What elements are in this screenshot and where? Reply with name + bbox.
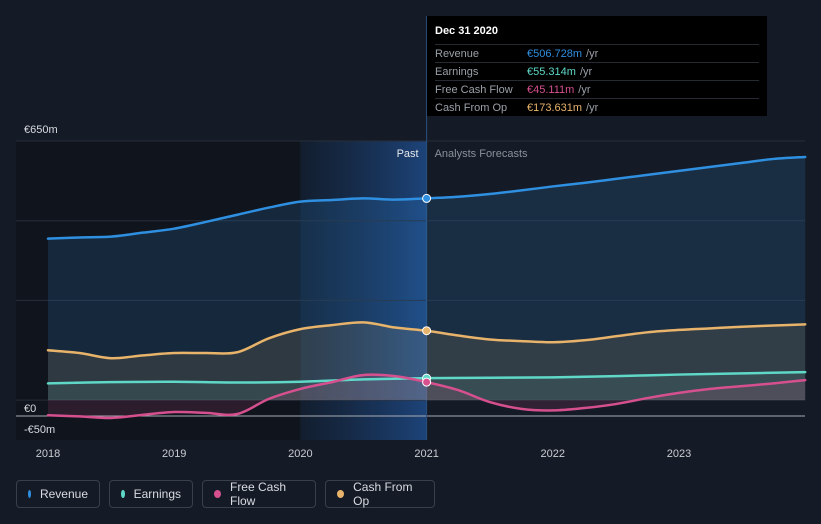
free-cash-flow-dot-icon (214, 490, 221, 498)
revenue-dot-icon (28, 490, 31, 498)
tooltip-row-revenue: Revenue €506.728m /yr (435, 44, 759, 62)
x-tick-2023: 2023 (667, 448, 691, 460)
x-tick-2019: 2019 (162, 448, 186, 460)
y-label-zero: €0 (24, 403, 36, 415)
tooltip-value: €506.728m (527, 47, 583, 60)
tooltip-unit: /yr (586, 47, 599, 60)
x-tick-2020: 2020 (288, 448, 312, 460)
legend-label: Revenue (39, 487, 88, 501)
tooltip-value: €45.111m (527, 83, 575, 96)
tooltip-row-free-cash-flow: Free Cash Flow €45.111m /yr (435, 80, 759, 98)
y-label-top: €650m (24, 124, 58, 136)
legend-item-earnings[interactable]: Earnings (109, 480, 193, 508)
tooltip-unit: /yr (586, 101, 599, 114)
highlight-band (300, 141, 427, 440)
tooltip-date: Dec 31 2020 (435, 25, 498, 37)
legend-item-revenue[interactable]: Revenue (16, 480, 100, 508)
legend-label: Earnings (133, 487, 181, 501)
legend-item-free-cash-flow[interactable]: Free Cash Flow (202, 480, 316, 508)
past-label: Past (397, 148, 419, 160)
tooltip-unit: /yr (579, 65, 593, 78)
legend-item-cash-from-op[interactable]: Cash From Op (325, 480, 435, 508)
marker-revenue (422, 193, 432, 203)
area-cash-from-op (48, 322, 806, 401)
tooltip-label: Cash From Op (435, 101, 508, 114)
tooltip-label: Revenue (435, 47, 480, 60)
marker-free-cash-flow (422, 377, 432, 387)
marker-cash-from-op (422, 326, 432, 336)
legend: Revenue Earnings Free Cash Flow Cash Fro… (16, 480, 435, 510)
legend-label: Free Cash Flow (229, 480, 287, 508)
cash-from-op-dot-icon (337, 490, 345, 498)
earnings-dot-icon (121, 490, 125, 498)
legend-label: Cash From Op (353, 480, 413, 508)
tooltip-label: Free Cash Flow (435, 83, 513, 96)
tooltip: Dec 31 2020 Revenue €506.728m /yr Earnin… (427, 16, 767, 116)
tooltip-unit: /yr (578, 83, 591, 96)
y-label-bottom: -€50m (24, 424, 55, 436)
tooltip-value: €173.631m (527, 101, 583, 114)
x-tick-2022: 2022 (541, 448, 565, 460)
tooltip-row-earnings: Earnings €55.314m /yr (435, 62, 759, 80)
area-free-cash-flow (48, 374, 806, 419)
tooltip-label: Earnings (435, 65, 479, 78)
tooltip-row-cash-from-op: Cash From Op €173.631m /yr (435, 98, 759, 116)
tooltip-value: €55.314m (527, 65, 576, 78)
forecast-label: Analysts Forecasts (435, 148, 528, 160)
x-tick-2021: 2021 (414, 448, 438, 460)
area-revenue (48, 156, 806, 401)
x-tick-2018: 2018 (36, 448, 60, 460)
